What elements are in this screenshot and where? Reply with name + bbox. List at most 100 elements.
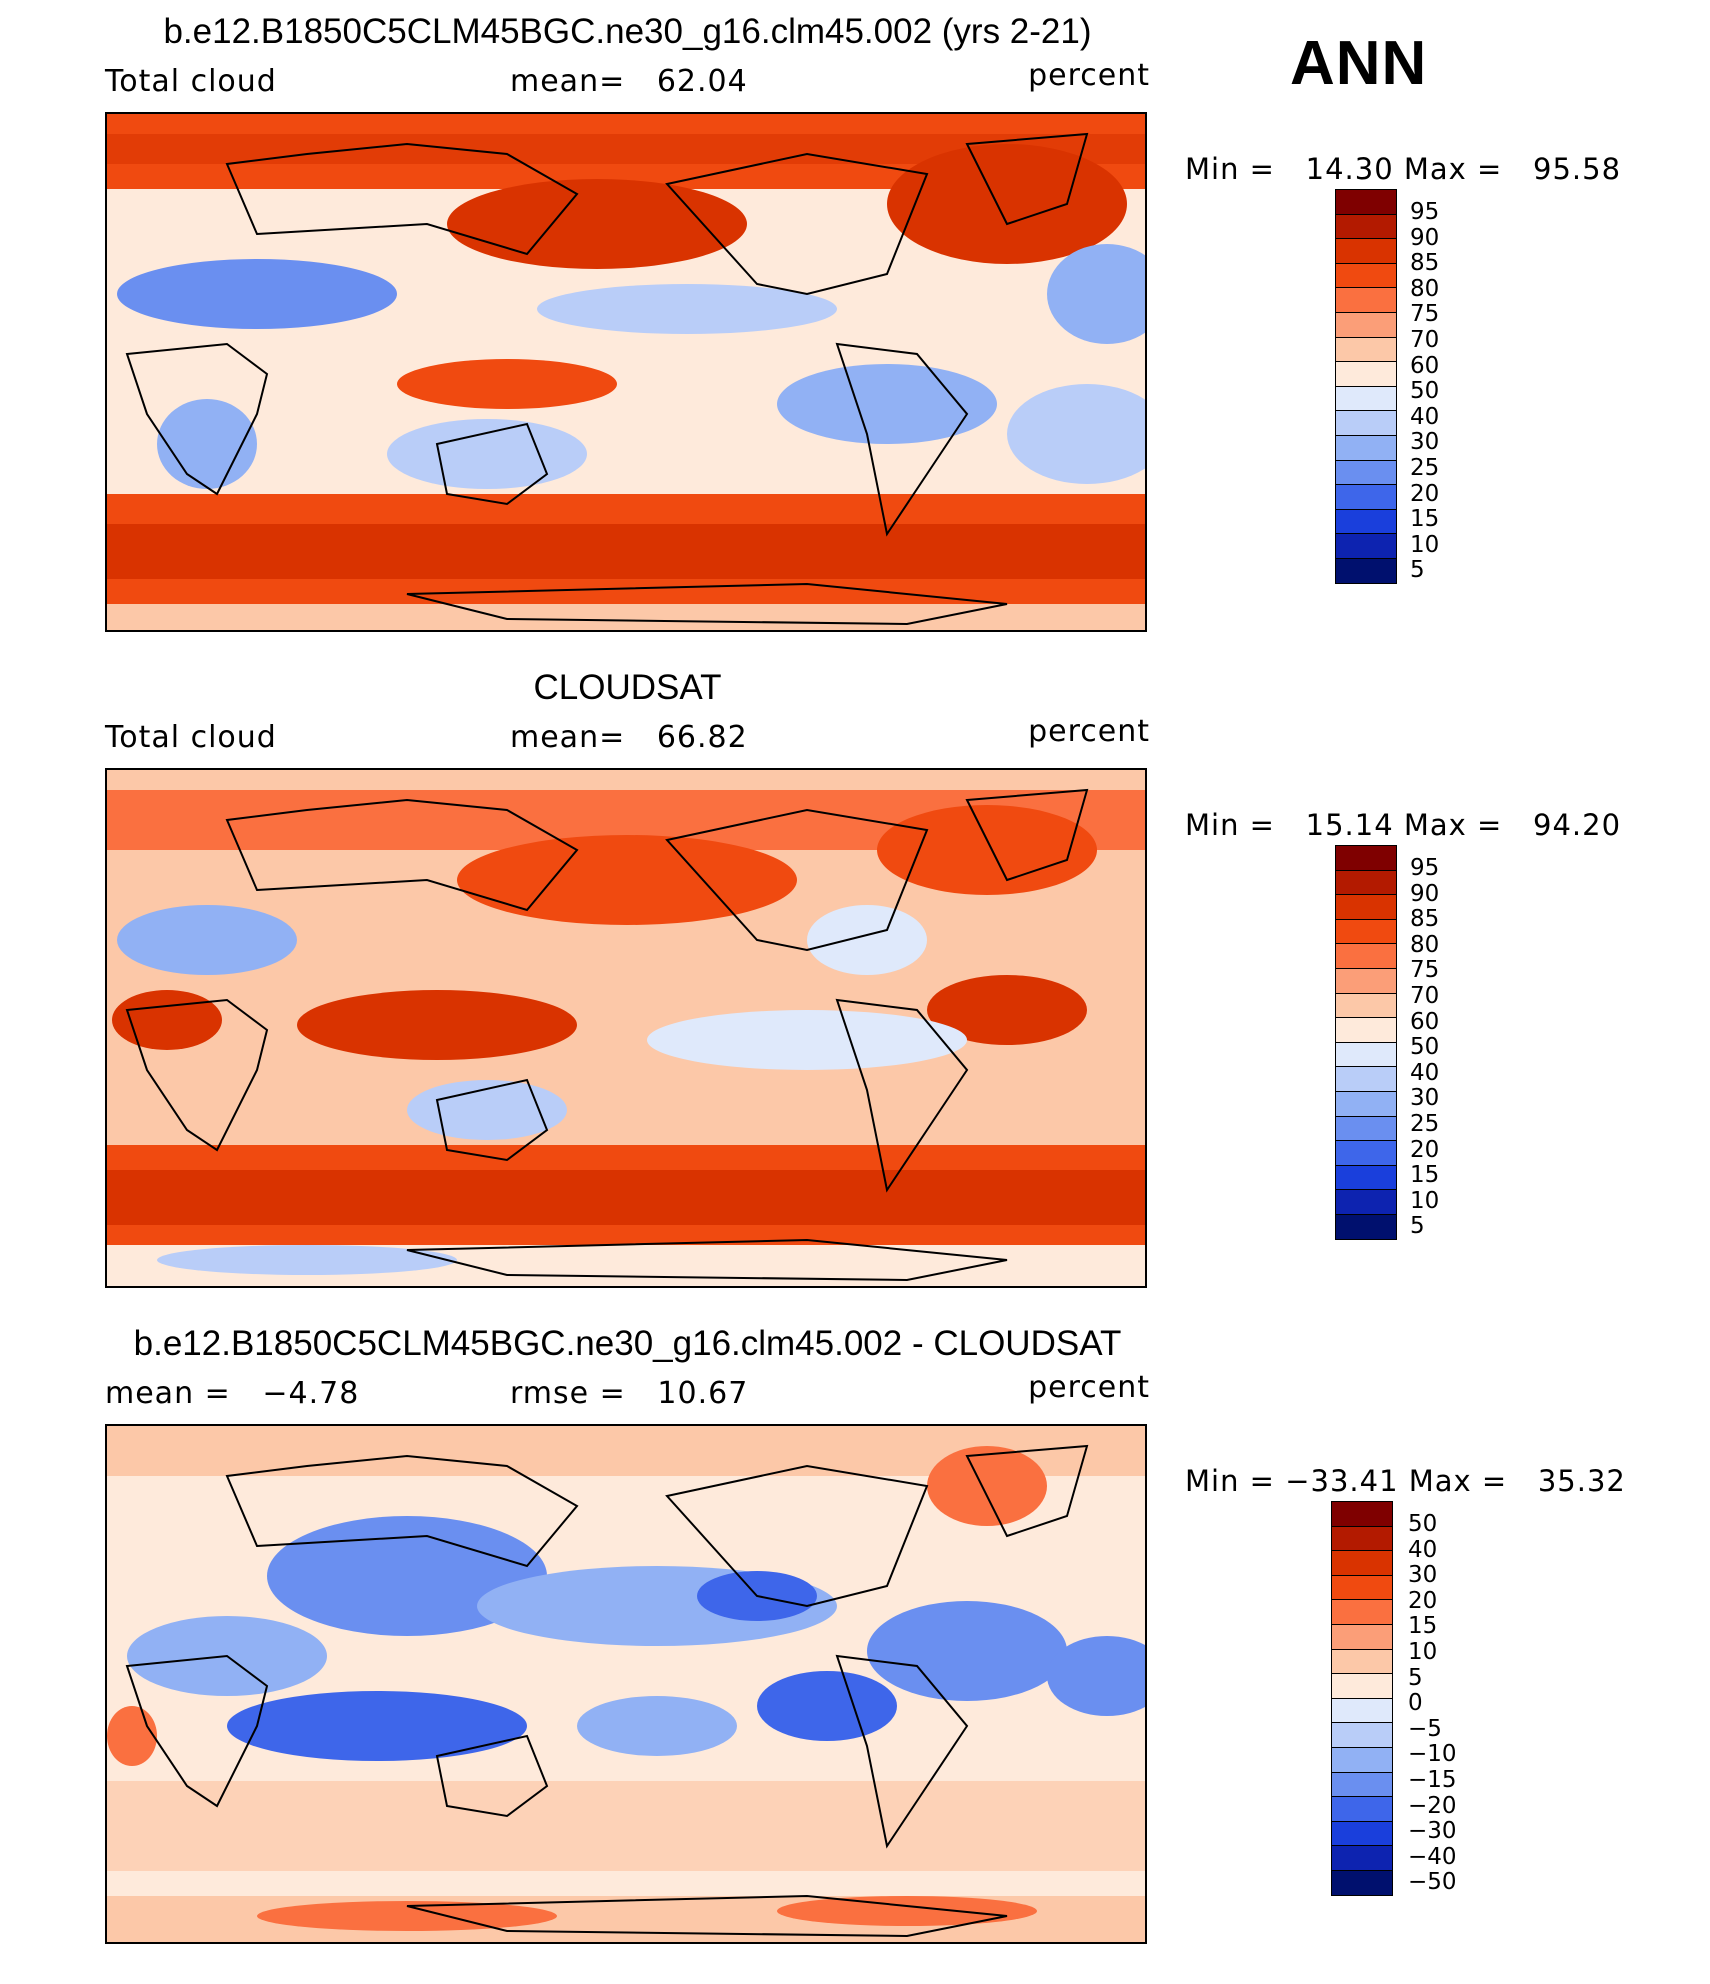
colorbar-box [1331, 1550, 1393, 1576]
panel-title: CLOUDSAT [533, 668, 722, 707]
colorbar-box [1335, 213, 1397, 240]
units-label: percent [1028, 1370, 1150, 1405]
colorbar-box [1335, 557, 1397, 584]
colorbar-level-label: 40 [1410, 403, 1440, 430]
colorbar-box [1335, 1189, 1397, 1215]
colorbar-level-label: 5 [1410, 1213, 1425, 1240]
colorbar-level-label: 20 [1410, 480, 1440, 507]
panel-model: b.e12.B1850C5CLM45BGC.ne30_g16.clm45.002… [0, 12, 1710, 672]
colorbar-box [1335, 336, 1397, 363]
colorbar-box [1335, 385, 1397, 412]
colorbar-box [1335, 262, 1397, 289]
colorbar-box [1335, 287, 1397, 313]
colorbar [1331, 1501, 1393, 1896]
colorbar-level-label: 20 [1408, 1587, 1438, 1614]
colorbar-box [1335, 943, 1397, 969]
colorbar-box [1335, 992, 1397, 1019]
colorbar-box [1335, 361, 1397, 387]
colorbar-level-label: 20 [1410, 1136, 1440, 1163]
colorbar-box [1331, 1525, 1393, 1552]
mean-label: mean= 66.82 [510, 720, 748, 755]
colorbar-box [1331, 1845, 1393, 1871]
colorbar-level-label: 30 [1408, 1562, 1438, 1589]
units-label: percent [1028, 714, 1150, 749]
colorbar-level-label: 50 [1408, 1511, 1438, 1537]
colorbar-level-label: 15 [1410, 506, 1440, 533]
colorbar [1335, 845, 1397, 1240]
colorbar-level-label: 90 [1410, 224, 1440, 251]
colorbar-level-label: 95 [1410, 199, 1440, 225]
colorbar-box [1331, 1673, 1393, 1699]
colorbar-level-label: 5 [1410, 557, 1425, 584]
colorbar-level-label: 75 [1410, 957, 1440, 984]
colorbar-box [1335, 1066, 1397, 1092]
colorbar-box [1335, 1041, 1397, 1068]
colorbar-box [1335, 967, 1397, 994]
colorbar-level-label: 15 [1410, 1162, 1440, 1189]
colorbar-box [1335, 1213, 1397, 1240]
colorbar-box [1331, 1599, 1393, 1625]
colorbar-level-label: 90 [1410, 880, 1440, 907]
colorbar-level-label: −5 [1408, 1715, 1442, 1742]
colorbar-box [1335, 1140, 1397, 1166]
colorbar-box [1331, 1746, 1393, 1773]
colorbar-box [1335, 894, 1397, 920]
map-obs [105, 768, 1147, 1288]
colorbar-level-label: 70 [1410, 327, 1440, 353]
map-diff [105, 1424, 1147, 1944]
colorbar-level-label: 95 [1410, 855, 1440, 881]
colorbar-box [1335, 484, 1397, 510]
colorbar-box [1335, 1164, 1397, 1191]
colorbar-level-label: 40 [1408, 1536, 1438, 1563]
diff-mean-label: mean = −4.78 [105, 1376, 360, 1411]
colorbar-level-label: 75 [1410, 301, 1440, 328]
colorbar-box [1331, 1820, 1393, 1847]
colorbar-level-label: 50 [1410, 1034, 1440, 1061]
colorbar-level-label: 30 [1410, 1085, 1440, 1112]
panel-title: b.e12.B1850C5CLM45BGC.ne30_g16.clm45.002… [163, 12, 1092, 51]
colorbar-box [1335, 533, 1397, 559]
panel-diff: b.e12.B1850C5CLM45BGC.ne30_g16.clm45.002… [0, 1324, 1710, 1984]
rmse-label: rmse = 10.67 [510, 1376, 749, 1411]
min-max-label: Min = −33.41 Max = 35.32 [1185, 1464, 1626, 1498]
colorbar-level-label: −40 [1408, 1843, 1457, 1870]
colorbar-box [1331, 1771, 1393, 1798]
season-label: ANN [1290, 29, 1428, 98]
colorbar [1335, 189, 1397, 584]
colorbar-box [1335, 434, 1397, 461]
colorbar-level-label: 10 [1410, 531, 1440, 558]
mean-label: mean= 62.04 [510, 64, 748, 99]
colorbar-level-label: 50 [1410, 378, 1440, 405]
colorbar-box [1335, 1017, 1397, 1043]
colorbar-level-label: 40 [1410, 1059, 1440, 1086]
variable-label: Total cloud [105, 720, 277, 755]
min-max-label: Min = 15.14 Max = 94.20 [1185, 808, 1622, 842]
colorbar-level-label: 10 [1408, 1639, 1438, 1665]
variable-label: Total cloud [105, 64, 277, 99]
colorbar-box [1335, 459, 1397, 486]
colorbar-box [1331, 1648, 1393, 1675]
colorbar-level-label: 80 [1410, 931, 1440, 958]
colorbar-level-label: 0 [1408, 1690, 1423, 1717]
colorbar-box [1331, 1869, 1393, 1896]
colorbar-box [1331, 1722, 1393, 1748]
colorbar-box [1335, 869, 1397, 896]
colorbar-level-label: 60 [1410, 352, 1440, 379]
map-model [105, 112, 1147, 632]
colorbar-level-label: 30 [1410, 429, 1440, 456]
colorbar-level-label: 5 [1408, 1664, 1423, 1691]
colorbar-box [1335, 845, 1397, 871]
colorbar-level-label: 15 [1408, 1613, 1438, 1640]
colorbar-level-label: 70 [1410, 983, 1440, 1009]
colorbar-box [1335, 311, 1397, 338]
colorbar-level-label: 10 [1410, 1187, 1440, 1214]
colorbar-box [1335, 410, 1397, 436]
colorbar-level-label: 80 [1410, 275, 1440, 302]
panel-title: b.e12.B1850C5CLM45BGC.ne30_g16.clm45.002… [133, 1324, 1122, 1363]
colorbar-box [1331, 1574, 1393, 1601]
colorbar-box [1335, 918, 1397, 945]
colorbar-level-label: 85 [1410, 250, 1440, 277]
colorbar-level-label: 85 [1410, 906, 1440, 933]
colorbar-level-label: −30 [1408, 1818, 1457, 1845]
